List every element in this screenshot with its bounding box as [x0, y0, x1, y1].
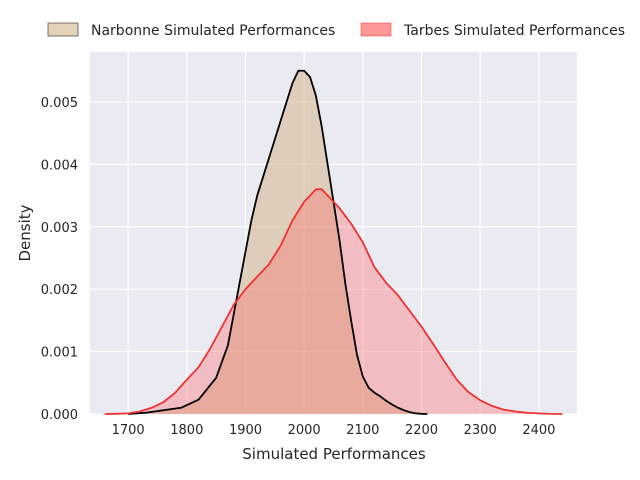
- legend-label-tarbes: Tarbes Simulated Performances: [403, 23, 625, 39]
- x-tick-label: 2000: [288, 423, 321, 438]
- y-tick-label: 0.002: [41, 283, 78, 298]
- area-tarbes: [104, 189, 563, 414]
- x-tick-label: 2400: [522, 423, 555, 438]
- legend-item-tarbes[interactable]: Tarbes Simulated Performances: [360, 22, 625, 39]
- legend-swatch-narbonne: [47, 22, 79, 37]
- series-layer: [104, 69, 563, 415]
- legend-swatch-tarbes: [360, 22, 392, 37]
- y-tick-label: 0.005: [41, 96, 78, 111]
- x-tick-label: 2200: [405, 423, 438, 438]
- y-tick-label: 0.004: [41, 158, 78, 173]
- x-axis-label: Simulated Performances: [242, 445, 426, 463]
- x-tick-label: 1900: [229, 423, 262, 438]
- area-narbonne: [128, 70, 428, 414]
- y-axis-label: Density: [16, 204, 34, 261]
- legend-label-narbonne: Narbonne Simulated Performances: [91, 23, 335, 39]
- y-tick-label: 0.001: [41, 346, 78, 361]
- y-tick-label: 0.000: [41, 408, 78, 423]
- x-tick-label: 2300: [464, 423, 497, 438]
- x-tick-labels: 1700 1800 1900 2000 2100 2200 2300 2400: [112, 423, 556, 438]
- x-tick-label: 1800: [170, 423, 203, 438]
- x-tick-label: 2100: [346, 423, 379, 438]
- legend-item-narbonne[interactable]: Narbonne Simulated Performances: [47, 22, 335, 39]
- line-tarbes: [104, 188, 563, 415]
- y-tick-labels: 0.000 0.001 0.002 0.003 0.004 0.005: [41, 96, 78, 423]
- x-tick-label: 1700: [112, 423, 145, 438]
- legend: Narbonne Simulated Performances Tarbes S…: [47, 22, 625, 39]
- y-tick-label: 0.003: [41, 221, 78, 236]
- line-narbonne: [128, 69, 428, 415]
